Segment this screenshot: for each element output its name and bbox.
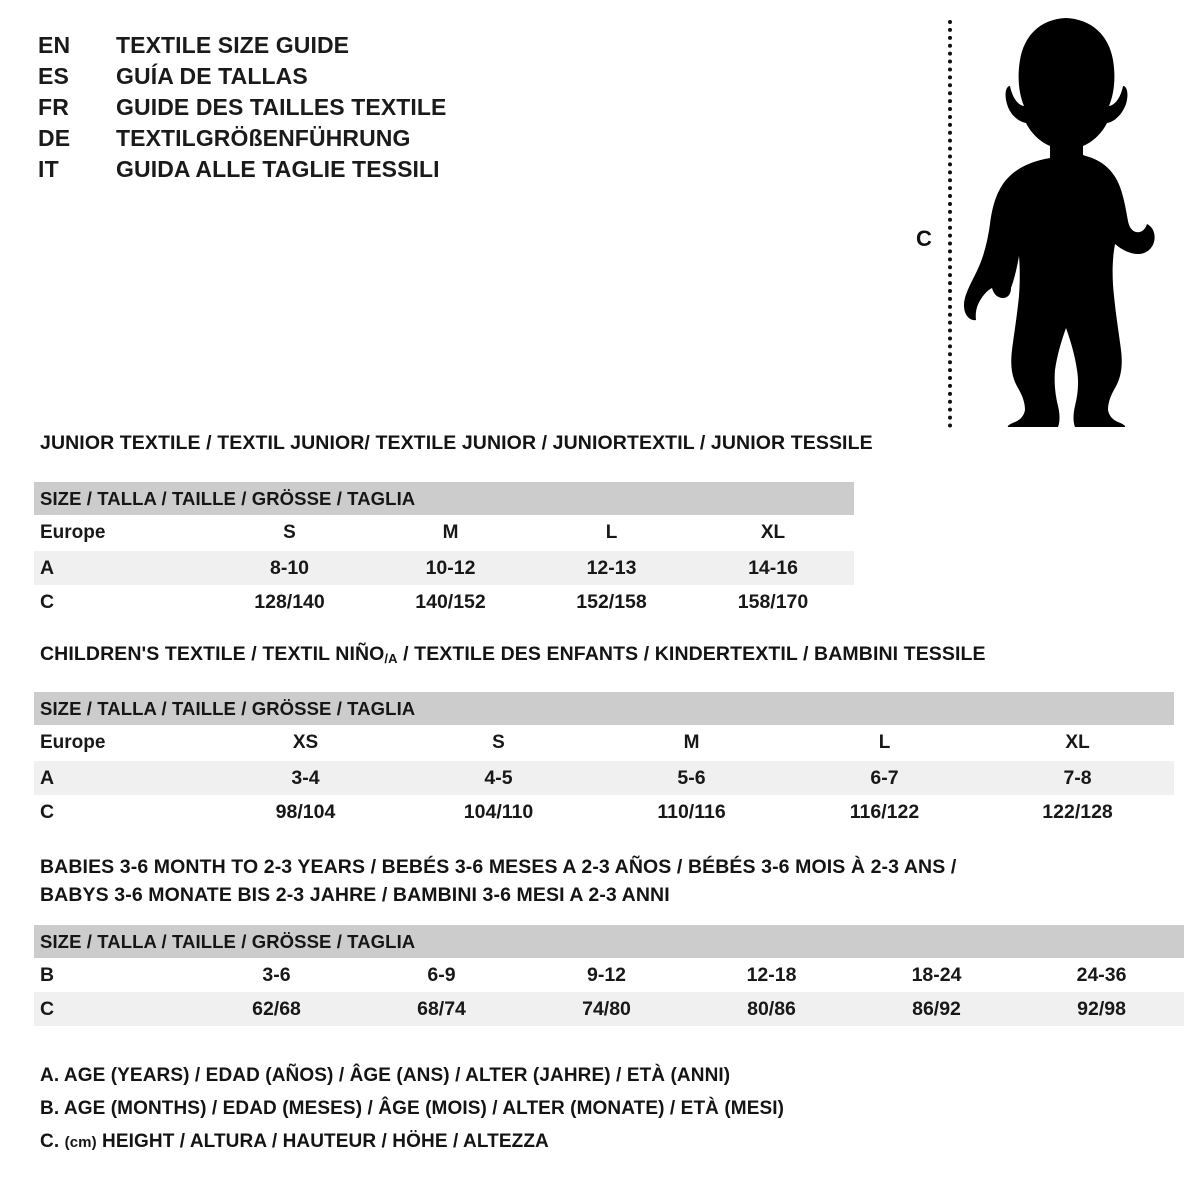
language-title-es: GUÍA DE TALLAS [116,63,308,89]
junior-table-header-row: Europe S M L XL [34,515,855,551]
junior-row-a-label: A [34,551,209,585]
junior-size-header-xl: XL [692,515,855,551]
junior-section-title: JUNIOR TEXTILE / TEXTIL JUNIOR/ TEXTILE … [40,432,873,454]
children-size-header-xs: XS [209,725,402,761]
babies-row-c-value-3: 74/80 [524,992,689,1026]
language-row-es: ES GUÍA DE TALLAS [38,63,558,94]
language-title-it: GUIDA ALLE TAGLIE TESSILI [116,156,440,182]
children-header-region-label: Europe [34,725,209,761]
language-row-it: IT GUIDA ALLE TAGLIE TESSILI [38,156,558,187]
toddler-silhouette-icon [962,16,1177,433]
children-row-a-value-l: 6-7 [788,761,981,795]
children-table-header-row: Europe XS S M L XL [34,725,1175,761]
junior-size-header-m: M [370,515,531,551]
babies-size-table: SIZE / TALLA / TAILLE / GRÖSSE / TAGLIA … [34,925,1185,1026]
babies-row-c-value-1: 62/68 [194,992,359,1026]
junior-table-band-label: SIZE / TALLA / TAILLE / GRÖSSE / TAGLIA [34,482,855,515]
babies-row-b-label: B [34,958,194,992]
children-row-a-value-m: 5-6 [595,761,788,795]
junior-size-header-s: S [209,515,370,551]
junior-row-a-value-s: 8-10 [209,551,370,585]
height-measurement-figure: C [900,8,1190,433]
table-row: B 3-6 6-9 9-12 12-18 18-24 24-36 [34,958,1185,992]
junior-row-a-value-m: 10-12 [370,551,531,585]
table-row: C 128/140 140/152 152/158 158/170 [34,585,855,619]
children-row-c-label: C [34,795,209,829]
junior-header-region-label: Europe [34,515,209,551]
height-dotted-guideline [948,20,952,428]
junior-size-header-l: L [531,515,692,551]
height-measure-label: C [916,226,932,251]
table-row: A 8-10 10-12 12-13 14-16 [34,551,855,585]
children-row-c-value-xl: 122/128 [981,795,1175,829]
table-row: C 98/104 104/110 110/116 116/122 122/128 [34,795,1175,829]
children-row-a-label: A [34,761,209,795]
children-table-band-label: SIZE / TALLA / TAILLE / GRÖSSE / TAGLIA [34,692,1175,725]
junior-row-c-value-l: 152/158 [531,585,692,619]
table-row: C 62/68 68/74 74/80 80/86 86/92 92/98 [34,992,1185,1026]
junior-size-table: SIZE / TALLA / TAILLE / GRÖSSE / TAGLIA … [34,482,855,619]
language-row-en: EN TEXTILE SIZE GUIDE [38,32,558,63]
children-table-band-row: SIZE / TALLA / TAILLE / GRÖSSE / TAGLIA [34,692,1175,725]
babies-table-band-label: SIZE / TALLA / TAILLE / GRÖSSE / TAGLIA [34,925,1185,958]
babies-row-b-value-2: 6-9 [359,958,524,992]
babies-row-c-value-2: 68/74 [359,992,524,1026]
children-row-c-value-s: 104/110 [402,795,595,829]
junior-row-a-value-l: 12-13 [531,551,692,585]
junior-row-c-label: C [34,585,209,619]
language-title-fr: GUIDE DES TAILLES TEXTILE [116,94,447,120]
language-title-de: TEXTILGRÖßENFÜHRUNG [116,125,411,151]
children-row-c-value-xs: 98/104 [209,795,402,829]
babies-row-b-value-5: 18-24 [854,958,1019,992]
babies-table-band-row: SIZE / TALLA / TAILLE / GRÖSSE / TAGLIA [34,925,1185,958]
language-code-it: IT [38,156,59,182]
children-row-c-value-m: 110/116 [595,795,788,829]
language-title-en: TEXTILE SIZE GUIDE [116,32,350,58]
children-row-a-value-xs: 3-4 [209,761,402,795]
language-code-fr: FR [38,94,70,120]
language-code-en: EN [38,32,71,58]
language-title-block: EN TEXTILE SIZE GUIDE ES GUÍA DE TALLAS … [38,32,558,187]
legend-line-a: A. AGE (YEARS) / EDAD (AÑOS) / ÂGE (ANS)… [40,1065,731,1086]
junior-row-c-value-m: 140/152 [370,585,531,619]
babies-row-b-value-6: 24-36 [1019,958,1185,992]
language-row-de: DE TEXTILGRÖßENFÜHRUNG [38,125,558,156]
language-code-es: ES [38,63,70,89]
babies-row-b-value-4: 12-18 [689,958,854,992]
babies-section-title-line1: BABIES 3-6 MONTH TO 2-3 YEARS / BEBÉS 3-… [40,856,957,878]
language-row-fr: FR GUIDE DES TAILLES TEXTILE [38,94,558,125]
children-row-a-value-s: 4-5 [402,761,595,795]
babies-section-title-line2: BABYS 3-6 MONATE BIS 2-3 JAHRE / BAMBINI… [40,884,670,906]
legend-block: A. AGE (YEARS) / EDAD (AÑOS) / ÂGE (ANS)… [40,1065,1040,1164]
children-size-table: SIZE / TALLA / TAILLE / GRÖSSE / TAGLIA … [34,692,1175,829]
babies-row-b-value-3: 9-12 [524,958,689,992]
children-title-part2: / TEXTILE DES ENFANTS / KINDERTEXTIL / B… [397,643,986,665]
legend-line-c-unit: (cm) [64,1134,97,1151]
legend-line-c: C. (cm) HEIGHT / ALTURA / HAUTEUR / HÖHE… [40,1131,1040,1164]
legend-line-c-prefix: C. [40,1131,65,1152]
table-row: A 3-4 4-5 5-6 6-7 7-8 [34,761,1175,795]
junior-row-c-value-xl: 158/170 [692,585,855,619]
babies-row-c-value-5: 86/92 [854,992,1019,1026]
language-code-de: DE [38,125,71,151]
babies-row-c-value-6: 92/98 [1019,992,1185,1026]
children-title-part1: CHILDREN'S TEXTILE / TEXTIL NIÑO [40,643,385,665]
children-size-header-l: L [788,725,981,761]
children-size-header-s: S [402,725,595,761]
children-row-c-value-l: 116/122 [788,795,981,829]
junior-row-c-value-s: 128/140 [209,585,370,619]
children-size-header-m: M [595,725,788,761]
children-row-a-value-xl: 7-8 [981,761,1175,795]
junior-row-a-value-xl: 14-16 [692,551,855,585]
babies-row-c-value-4: 80/86 [689,992,854,1026]
legend-line-c-suffix: HEIGHT / ALTURA / HAUTEUR / HÖHE / ALTEZ… [96,1131,549,1152]
junior-table-band-row: SIZE / TALLA / TAILLE / GRÖSSE / TAGLIA [34,482,855,515]
babies-row-b-value-1: 3-6 [194,958,359,992]
children-section-title: CHILDREN'S TEXTILE / TEXTIL NIÑO/A / TEX… [40,643,986,666]
legend-line-b: B. AGE (MONTHS) / EDAD (MESES) / ÂGE (MO… [40,1098,785,1119]
babies-row-c-label: C [34,992,194,1026]
children-size-header-xl: XL [981,725,1175,761]
children-title-subscript: /A [384,650,398,666]
